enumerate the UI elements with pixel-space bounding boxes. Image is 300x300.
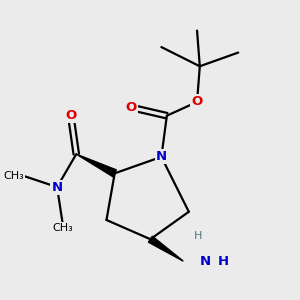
Text: CH₃: CH₃ bbox=[3, 171, 24, 181]
Text: N: N bbox=[156, 150, 167, 164]
Text: N: N bbox=[200, 255, 211, 268]
Polygon shape bbox=[76, 154, 116, 177]
Text: H: H bbox=[194, 232, 202, 242]
Text: O: O bbox=[125, 101, 137, 114]
Text: O: O bbox=[191, 95, 203, 109]
Text: CH₃: CH₃ bbox=[52, 223, 73, 233]
Polygon shape bbox=[148, 236, 183, 261]
Text: N: N bbox=[52, 181, 63, 194]
Text: O: O bbox=[65, 109, 76, 122]
Text: H: H bbox=[218, 255, 229, 268]
